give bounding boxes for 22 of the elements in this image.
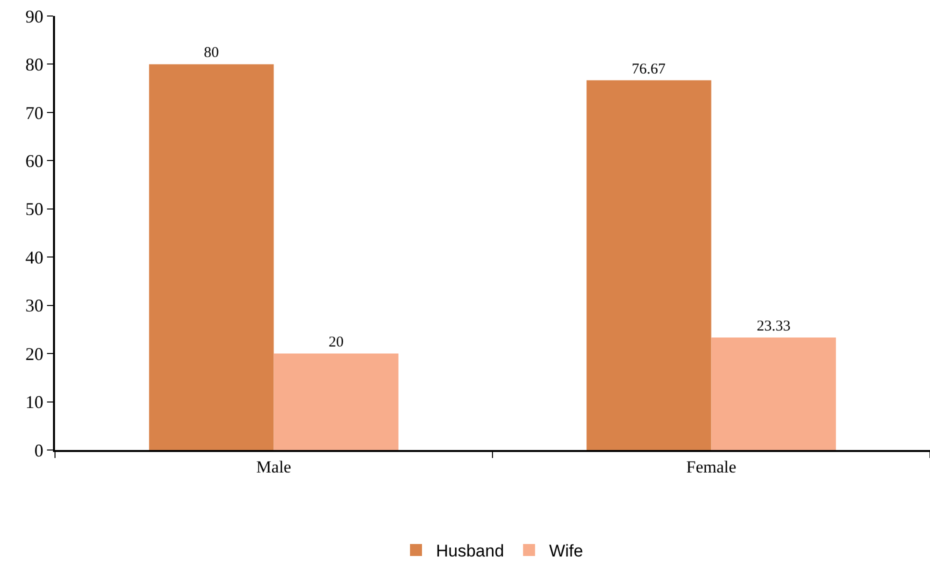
- y-tick-label: 30: [25, 296, 44, 316]
- y-tick-label: 50: [25, 199, 44, 220]
- data-label: 23.33: [756, 318, 790, 334]
- bar: [149, 64, 274, 450]
- y-tick-label: 0: [34, 440, 44, 460]
- data-label: 20: [328, 334, 344, 351]
- bar: [274, 354, 398, 450]
- x-tick-label: Female: [686, 457, 736, 476]
- y-tick-label: 60: [25, 150, 44, 171]
- data-label: 80: [204, 45, 219, 62]
- y-tick-label: 40: [25, 247, 44, 268]
- data-label: 76.67: [632, 61, 666, 78]
- y-tick-label: 90: [25, 6, 44, 26]
- y-tick-label: 10: [25, 392, 44, 412]
- legend-label: Wife: [549, 542, 584, 561]
- y-tick-label: 70: [25, 102, 44, 123]
- x-tick-label: Male: [256, 457, 292, 476]
- bar: [711, 338, 836, 450]
- legend-label: Husband: [436, 542, 504, 561]
- y-tick-label: 80: [25, 54, 44, 75]
- y-tick-label: 20: [25, 344, 44, 364]
- bar: [586, 80, 712, 450]
